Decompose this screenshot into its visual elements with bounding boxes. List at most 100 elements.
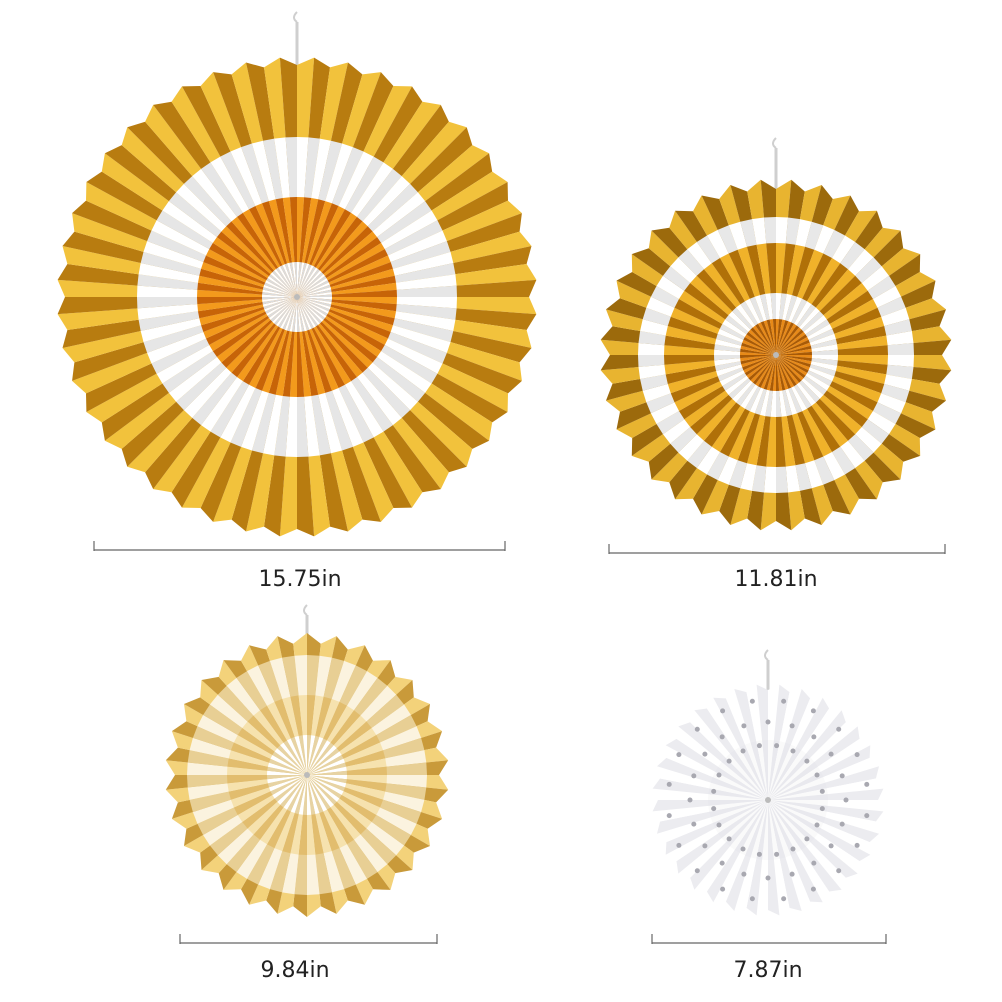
pleat — [262, 297, 297, 305]
pleat — [740, 355, 776, 359]
hanger-hook — [764, 649, 769, 661]
pleat — [297, 297, 332, 307]
pleat — [760, 321, 776, 355]
pleat — [776, 355, 806, 379]
pleat — [768, 800, 815, 843]
pleat — [768, 771, 824, 800]
dot — [828, 843, 834, 849]
pleat — [294, 262, 297, 297]
pleat — [269, 758, 307, 775]
dot — [843, 797, 849, 803]
fan-center — [304, 772, 310, 778]
pleat — [748, 355, 776, 381]
pleat — [297, 297, 300, 332]
pleat — [297, 266, 316, 297]
dot — [726, 836, 732, 842]
pleat — [307, 738, 327, 775]
pleat — [265, 280, 297, 297]
pleat — [725, 800, 768, 847]
dot — [765, 875, 771, 881]
pleat — [290, 737, 307, 775]
pleat — [297, 297, 302, 332]
pleat — [282, 264, 297, 297]
pleat — [267, 775, 307, 788]
pleat — [272, 751, 307, 775]
dot — [691, 773, 697, 779]
pleat — [262, 292, 297, 297]
dot — [789, 871, 795, 877]
pleat — [768, 744, 797, 800]
pleat — [280, 775, 307, 808]
pleat — [745, 800, 768, 858]
pleat — [776, 355, 780, 391]
dot — [864, 813, 870, 819]
pleat — [292, 297, 297, 332]
dot — [702, 751, 708, 757]
pleat — [768, 800, 828, 812]
dot — [819, 788, 825, 794]
pleat — [776, 355, 810, 371]
pleat — [270, 272, 297, 297]
pleat — [274, 775, 307, 802]
pleat — [768, 747, 802, 800]
dot — [836, 868, 842, 874]
pleat — [776, 355, 804, 381]
pleat — [768, 800, 791, 858]
pleat — [287, 738, 307, 775]
pleat — [270, 775, 307, 795]
pleat — [768, 800, 818, 839]
pleat — [772, 319, 776, 355]
pleat — [272, 270, 297, 297]
pleat — [297, 297, 316, 328]
dot — [864, 781, 870, 787]
pleat — [297, 297, 314, 329]
pleat — [297, 297, 322, 324]
pleat — [297, 297, 328, 316]
pleat — [307, 775, 340, 802]
pleat — [768, 800, 780, 860]
pleat — [297, 294, 332, 297]
pleat — [709, 782, 768, 800]
pleat — [768, 800, 828, 806]
pleat — [744, 334, 776, 355]
pleat — [262, 294, 297, 297]
pleat — [297, 284, 331, 297]
dot — [740, 846, 746, 852]
pleat — [294, 297, 297, 332]
pleat — [297, 274, 325, 297]
pleat — [744, 355, 776, 376]
pleat — [297, 280, 329, 297]
pleat — [307, 735, 316, 775]
pleat — [776, 334, 808, 355]
pleat — [274, 269, 297, 297]
pleat — [263, 284, 297, 297]
pleat — [776, 355, 797, 387]
pleat — [267, 775, 307, 780]
pleat — [740, 351, 776, 355]
fans — [57, 11, 952, 917]
pleat — [277, 775, 307, 805]
pleat — [72, 297, 297, 381]
pleat — [740, 355, 776, 365]
pleat — [734, 747, 768, 800]
pleat — [768, 800, 797, 856]
fan-center — [773, 352, 779, 358]
pleat — [776, 355, 809, 373]
pleat — [307, 775, 337, 805]
pleat — [708, 800, 768, 806]
pleat — [718, 761, 768, 800]
pleat — [267, 276, 297, 297]
pleat — [739, 800, 768, 856]
pleat — [776, 355, 812, 365]
pleat — [297, 278, 328, 297]
pleat — [290, 775, 307, 813]
size-label: 7.87in — [733, 958, 802, 983]
size-label: 9.84in — [260, 958, 329, 983]
pleat — [741, 342, 776, 355]
pleat — [283, 775, 307, 810]
pleat — [741, 355, 776, 368]
pleat — [776, 331, 806, 355]
pleat — [307, 775, 344, 795]
pleat — [297, 297, 332, 300]
